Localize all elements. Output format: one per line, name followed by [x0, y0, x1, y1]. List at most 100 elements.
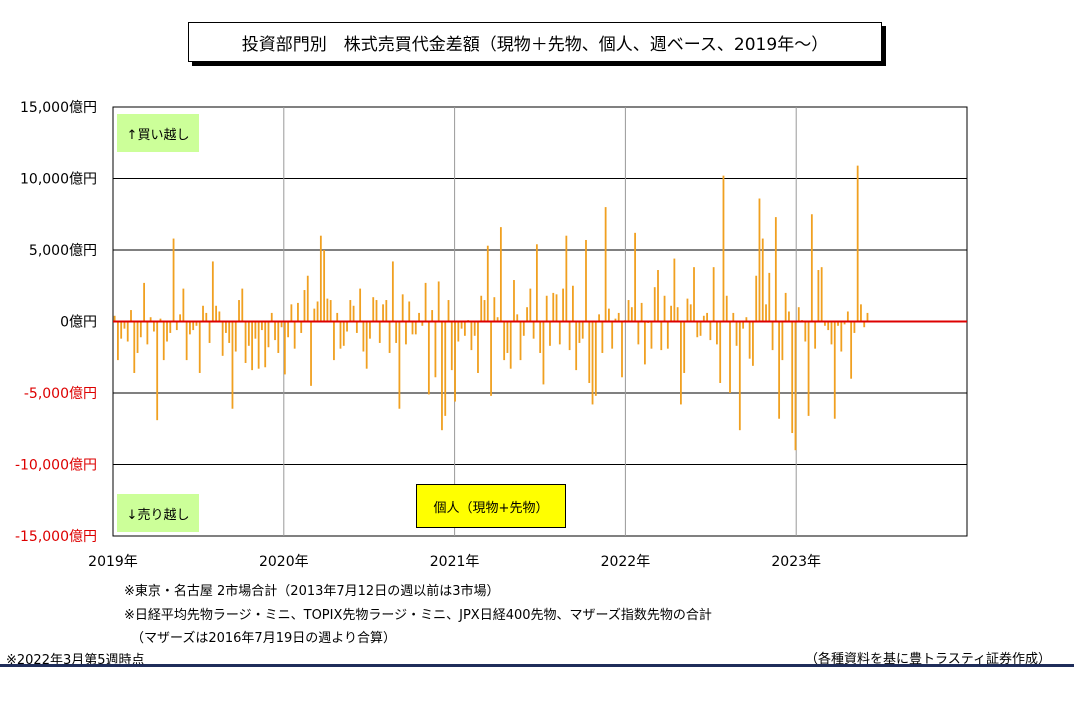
bar [339, 321, 342, 349]
bar [552, 292, 555, 322]
bar [437, 281, 440, 322]
bar [234, 321, 237, 352]
bar [572, 285, 574, 322]
bar [189, 321, 191, 335]
bar [791, 321, 794, 434]
bar [601, 321, 604, 353]
bar [814, 321, 817, 349]
bar [761, 238, 764, 322]
bar [843, 321, 846, 325]
bar [169, 321, 172, 333]
bar [270, 312, 273, 322]
bar [506, 321, 509, 353]
bar [771, 321, 774, 351]
bar [608, 308, 610, 322]
bar [797, 307, 800, 322]
bar [391, 261, 394, 322]
bar [323, 250, 326, 322]
bar [696, 321, 699, 338]
x-tick-label: 2019年 [88, 554, 138, 570]
bar [735, 321, 738, 346]
bottom-rule [0, 664, 1074, 667]
bar [238, 300, 240, 322]
bar [441, 321, 443, 431]
bar [545, 295, 548, 322]
bar [352, 305, 355, 322]
bar [578, 321, 581, 343]
bar [614, 318, 617, 322]
y-tick-label: 0億円 [60, 315, 97, 331]
bar [382, 304, 384, 322]
bar [738, 321, 741, 431]
bar [657, 270, 659, 322]
bar [473, 321, 476, 336]
bar [215, 305, 218, 322]
bar [218, 311, 221, 322]
bar [653, 287, 656, 322]
axis-layer: 15,000億円 10,000億円 5,000億円 0億円 -5,000億円 -10,00… [15, 100, 967, 570]
bar [274, 321, 276, 341]
bar [784, 292, 787, 322]
bar [463, 321, 466, 336]
note-source: （各種資料を基に豊トラスティ証券作成） [805, 652, 1051, 667]
bar [788, 311, 790, 322]
bar [627, 300, 630, 322]
bar [807, 321, 810, 416]
bar [277, 321, 280, 353]
bar [706, 312, 708, 322]
bar [493, 297, 496, 322]
bar [395, 321, 398, 343]
bar [585, 239, 587, 322]
bar [722, 175, 725, 322]
bar [172, 238, 175, 322]
bar [136, 321, 139, 353]
x-tick-label: 2020年 [259, 554, 309, 570]
bar [768, 272, 771, 322]
bar [689, 304, 692, 322]
bar [123, 321, 126, 329]
bar [418, 312, 420, 322]
bar [568, 321, 571, 351]
bar [267, 321, 270, 348]
bar [316, 301, 319, 322]
bar [565, 235, 568, 322]
bar [120, 321, 123, 339]
chart-title: 投資部門別 株式売買代金差額（現物＋先物、個人、週ベース、2019年〜） [241, 34, 829, 55]
bar [290, 304, 293, 322]
bar [126, 321, 129, 342]
bar [310, 321, 312, 386]
buy-label-box: ↑買い越し [117, 114, 199, 152]
bar [663, 295, 666, 322]
bar [457, 321, 460, 342]
bar [247, 321, 250, 346]
bar [794, 321, 797, 451]
bar [774, 217, 777, 322]
bar [362, 321, 365, 352]
bar [185, 321, 188, 361]
bar [588, 321, 591, 383]
bar [817, 270, 820, 322]
bar [670, 305, 672, 322]
bar [450, 321, 453, 371]
bar [133, 321, 136, 373]
bar [712, 267, 715, 322]
buy-label: ↑買い越し [126, 127, 190, 143]
bar [804, 321, 807, 342]
bar [598, 314, 600, 322]
bar [496, 317, 499, 322]
bar [477, 321, 479, 373]
bar [244, 321, 247, 363]
bar [755, 275, 758, 322]
bar [117, 321, 119, 361]
x-tick-label: 2023年 [771, 554, 821, 570]
bar [827, 321, 830, 331]
bar [594, 321, 597, 396]
bar [778, 321, 781, 419]
bar-layer [113, 165, 869, 451]
bar [617, 312, 620, 322]
bar [529, 288, 532, 322]
bar [454, 321, 456, 402]
bar [621, 321, 623, 378]
bar [526, 307, 528, 322]
bar [604, 207, 607, 322]
